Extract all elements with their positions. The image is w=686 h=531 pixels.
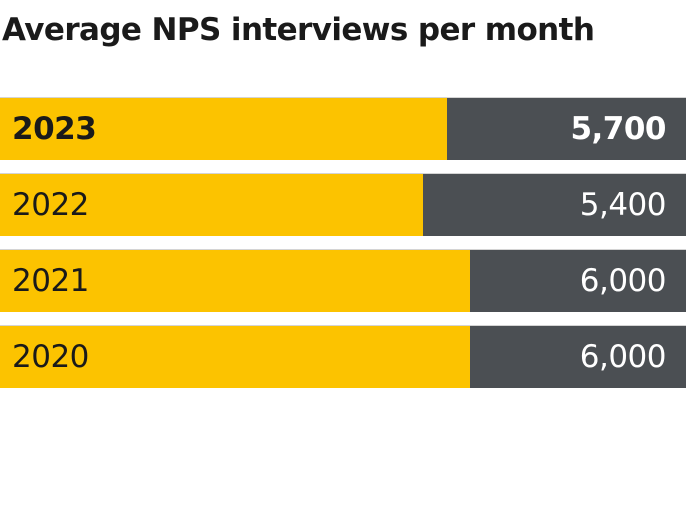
category-label-2021: 2021 [12,263,89,299]
value-label-2020: 6,000 [579,339,667,375]
category-label-2020: 2020 [12,339,89,375]
bar-2023 [0,98,447,160]
chart-title: Average NPS interviews per month [2,12,595,48]
bar-row-2021: 2021 6,000 [0,249,686,312]
category-label-2022: 2022 [12,187,89,223]
value-label-2023: 5,700 [570,111,666,147]
value-label-2021: 6,000 [579,263,667,299]
bar-row-2022: 2022 5,400 [0,173,686,236]
bar-2021 [0,250,470,312]
bar-2020 [0,326,470,388]
bar-row-2020: 2020 6,000 [0,325,686,388]
bar-2022 [0,174,423,236]
category-label-2023: 2023 [12,111,97,147]
value-label-2022: 5,400 [579,187,667,223]
bar-row-2023: 2023 5,700 [0,97,686,160]
